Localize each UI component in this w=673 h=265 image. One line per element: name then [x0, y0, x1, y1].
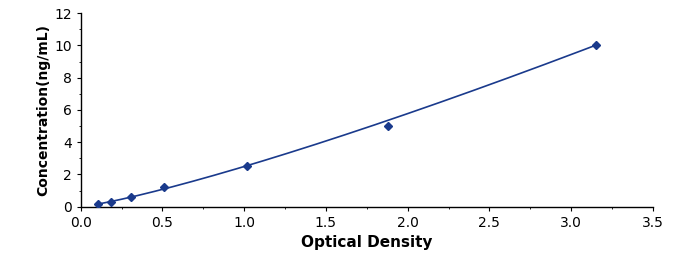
X-axis label: Optical Density: Optical Density — [301, 235, 433, 250]
Y-axis label: Concentration(ng/mL): Concentration(ng/mL) — [36, 24, 50, 196]
